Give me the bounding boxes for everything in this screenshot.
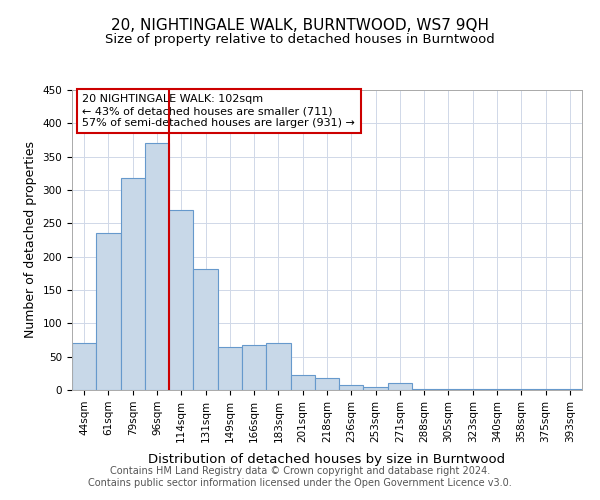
Bar	[96, 234, 121, 390]
Bar	[339, 386, 364, 390]
Bar	[558, 388, 582, 390]
Bar	[364, 386, 388, 390]
Y-axis label: Number of detached properties: Number of detached properties	[24, 142, 37, 338]
Bar	[290, 376, 315, 390]
X-axis label: Distribution of detached houses by size in Burntwood: Distribution of detached houses by size …	[148, 453, 506, 466]
Bar	[121, 178, 145, 390]
Bar	[315, 378, 339, 390]
Bar	[218, 346, 242, 390]
Bar	[169, 210, 193, 390]
Bar	[388, 382, 412, 390]
Text: Contains HM Land Registry data © Crown copyright and database right 2024.
Contai: Contains HM Land Registry data © Crown c…	[88, 466, 512, 487]
Bar	[72, 344, 96, 390]
Text: Size of property relative to detached houses in Burntwood: Size of property relative to detached ho…	[105, 32, 495, 46]
Bar	[266, 344, 290, 390]
Bar	[242, 344, 266, 390]
Text: 20, NIGHTINGALE WALK, BURNTWOOD, WS7 9QH: 20, NIGHTINGALE WALK, BURNTWOOD, WS7 9QH	[111, 18, 489, 32]
Text: 20 NIGHTINGALE WALK: 102sqm
← 43% of detached houses are smaller (711)
57% of se: 20 NIGHTINGALE WALK: 102sqm ← 43% of det…	[82, 94, 355, 128]
Bar	[193, 268, 218, 390]
Bar	[145, 144, 169, 390]
